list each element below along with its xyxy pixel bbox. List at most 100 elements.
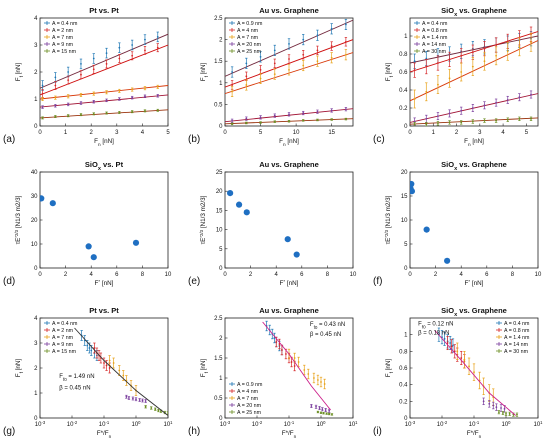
x-tick-label: 10 (350, 272, 357, 278)
x-tick-label: 101 (533, 420, 543, 429)
data-point (131, 88, 134, 91)
y-axis-label: Ff [nN] (15, 359, 25, 378)
chart-panel-h: Au vs. Graphene 10-3 10-2 10-1 100 101 0 0.5 1 1.… (188, 306, 358, 440)
panel-label: (i) (373, 426, 382, 437)
y-tick-label: 0 (34, 416, 38, 422)
y-axis-label: Ff [nN] (385, 63, 395, 82)
fit-line (74, 327, 168, 416)
data-point (41, 98, 44, 100)
data-point (456, 350, 459, 353)
data-point (67, 71, 70, 73)
data-point (259, 116, 262, 119)
data-point (105, 112, 108, 114)
chart-title: SiOx vs. Graphene (441, 306, 507, 318)
x-tick-label: 4 (275, 272, 279, 278)
data-point (471, 107, 474, 109)
x-tick-label: 8 (141, 272, 145, 278)
y-tick-label: 2 (219, 38, 223, 44)
legend-entry: A = 0.9 nm (237, 382, 263, 388)
y-tick-label: 2.5 (214, 316, 223, 322)
annotation: β = 0.18 nN (418, 331, 449, 337)
data-point (452, 344, 454, 347)
y-tick-label: 0 (34, 266, 38, 272)
data-point (54, 96, 57, 99)
data-point (231, 119, 234, 122)
x-tick-label: 2 (249, 272, 253, 278)
data-point (90, 254, 97, 261)
fit-line (410, 31, 538, 73)
data-point (448, 77, 451, 80)
data-point (330, 56, 333, 59)
data-point (444, 257, 451, 264)
data-point (41, 84, 44, 87)
data-point (307, 373, 310, 375)
panel-label: (a) (3, 134, 15, 145)
data-point (413, 98, 416, 100)
legend: A = 0.9 nmA = 4 nmA = 7 nmA = 20 nmA = 2… (229, 382, 263, 416)
data-point (508, 412, 511, 415)
data-point (310, 405, 313, 407)
data-point (506, 118, 509, 121)
data-point (530, 41, 532, 44)
data-point (54, 104, 57, 107)
x-tick-label: 10 (165, 272, 172, 278)
legend-entry: A = 0.4 nm (422, 21, 448, 27)
data-point (448, 58, 451, 61)
y-tick-label: 10 (216, 228, 223, 234)
data-point (302, 112, 305, 114)
y-tick-label: 0 (404, 266, 408, 272)
data-point (302, 38, 305, 41)
legend-entry: A = 0.4 nm (52, 321, 78, 327)
data-point (144, 87, 146, 90)
y-tick-label: 1 (34, 97, 38, 103)
data-point (80, 102, 82, 104)
data-point (90, 349, 93, 352)
data-point (330, 27, 333, 30)
data-point (132, 239, 140, 246)
data-point (437, 83, 439, 86)
legend: A = 0.4 nmA = 2 nmA = 7 nmA = 9 nmA = 15… (44, 321, 78, 355)
data-point (316, 119, 319, 121)
panel-label: (f) (373, 276, 382, 287)
x-tick-label: 100 (316, 420, 326, 429)
x-tick-label: 1 (64, 130, 68, 136)
y-tick-label: 40 (31, 170, 38, 176)
data-point (495, 44, 498, 46)
x-tick-label: 100 (501, 420, 511, 429)
data-point (320, 381, 322, 383)
y-tick-label: 0 (219, 416, 223, 422)
chart-title: SiOx vs. Pt (85, 160, 124, 172)
data-point (413, 120, 416, 123)
y-tick-label: 1.5 (214, 356, 223, 362)
x-tick-label: 10 (293, 130, 300, 136)
data-point (144, 405, 147, 408)
data-point (131, 110, 134, 113)
data-point (506, 99, 509, 101)
data-point (156, 85, 159, 88)
data-point (316, 49, 319, 52)
legend-entry: A = 14 nm (422, 42, 447, 48)
data-point (425, 90, 428, 93)
data-point (483, 47, 486, 50)
data-point (316, 411, 319, 413)
data-point (273, 49, 276, 52)
data-point (483, 119, 486, 122)
legend-entry: A = 20 nm (237, 42, 262, 48)
y-tick-label: 2 (34, 70, 38, 76)
data-point (131, 44, 134, 46)
x-axis-label: Fn [nN] (464, 138, 484, 148)
data-point (302, 64, 305, 67)
data-point (41, 106, 44, 108)
data-point (135, 398, 137, 401)
legend-entry: A = 2 nm (52, 328, 74, 334)
y-tick-label: 0 (404, 124, 408, 130)
annotation: β = 0.45 nN (310, 332, 341, 338)
data-point (425, 123, 428, 126)
data-point (325, 412, 328, 415)
x-tick-label: 2 (455, 130, 459, 136)
data-point (144, 400, 147, 402)
x-tick-label: 5 (166, 130, 170, 136)
data-point (471, 120, 474, 123)
